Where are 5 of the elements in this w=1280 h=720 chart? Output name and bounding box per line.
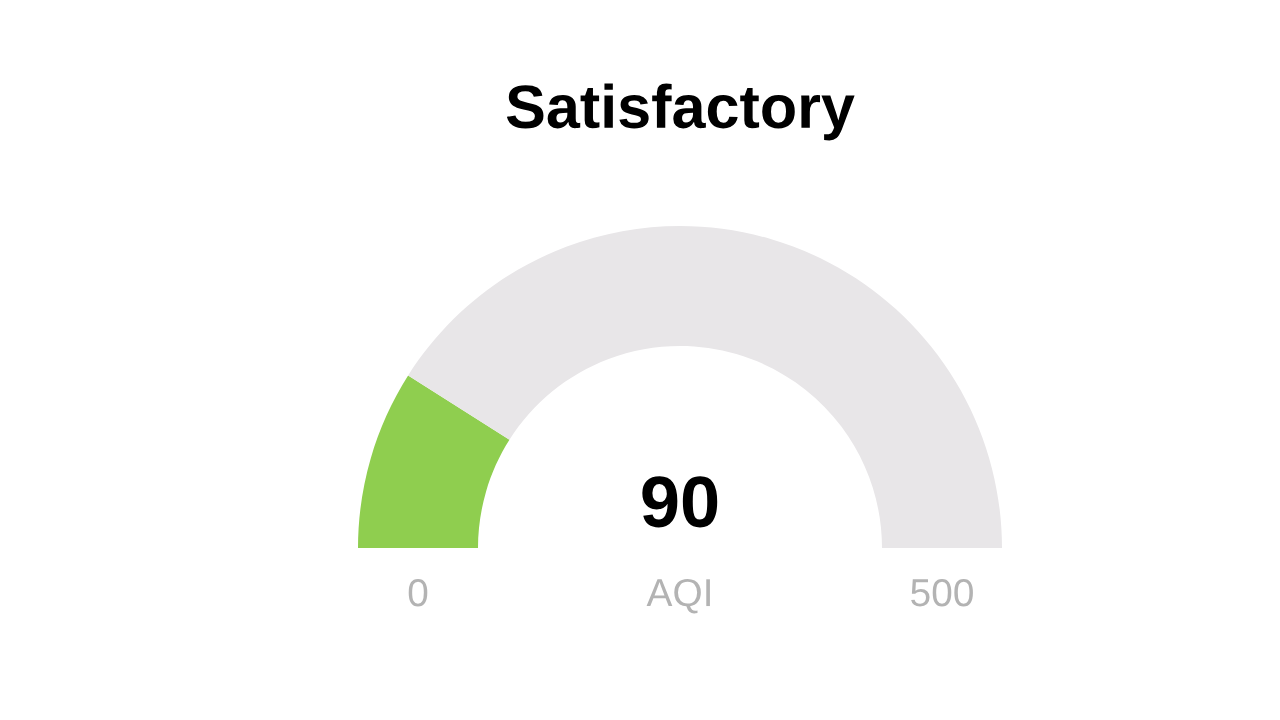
text: 500 (911, 578, 973, 607)
text: 0 (408, 578, 428, 607)
chart-title: Satisfactory (506, 83, 855, 141)
text: AQI (646, 578, 710, 614)
text: 90 (642, 476, 718, 528)
